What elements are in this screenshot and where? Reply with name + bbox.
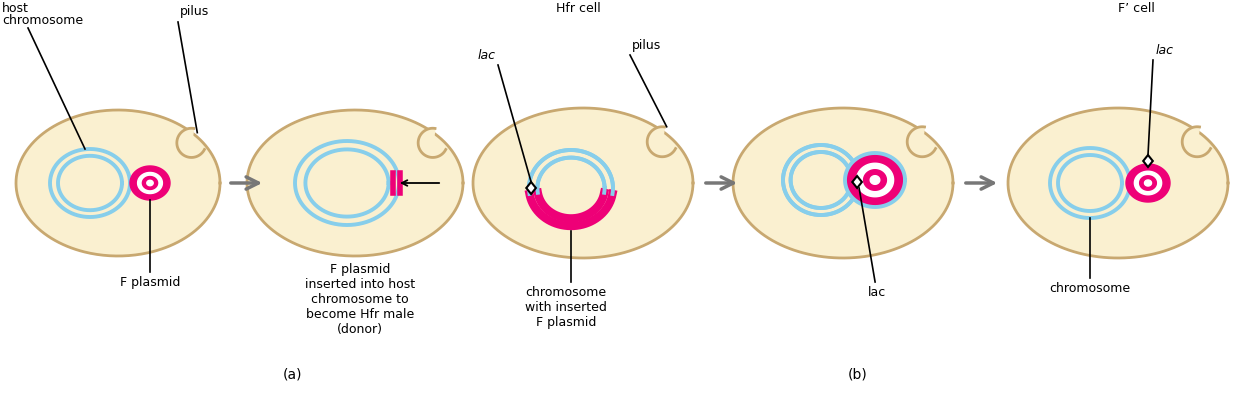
Polygon shape: [1144, 155, 1152, 167]
Text: (b): (b): [848, 368, 868, 382]
Text: lac: lac: [867, 286, 886, 299]
Polygon shape: [908, 127, 935, 157]
Text: F plasmid
inserted into host
chromosome to
become Hfr male
(donor): F plasmid inserted into host chromosome …: [305, 263, 415, 336]
Polygon shape: [1008, 108, 1228, 258]
Polygon shape: [146, 180, 154, 186]
Text: F plasmid: F plasmid: [120, 276, 180, 289]
Polygon shape: [870, 176, 880, 184]
Text: Hfr cell: Hfr cell: [555, 2, 600, 15]
Text: lac: lac: [478, 49, 496, 62]
Polygon shape: [732, 108, 952, 258]
Polygon shape: [130, 166, 170, 200]
Polygon shape: [16, 110, 220, 256]
Text: host: host: [2, 2, 29, 15]
Polygon shape: [845, 153, 905, 207]
Text: lac: lac: [1156, 44, 1174, 57]
Text: F’ cell: F’ cell: [1118, 2, 1155, 15]
Polygon shape: [1126, 164, 1170, 202]
Polygon shape: [1140, 176, 1156, 190]
Polygon shape: [864, 170, 886, 190]
Polygon shape: [1134, 171, 1161, 195]
Polygon shape: [419, 128, 446, 158]
Polygon shape: [856, 163, 894, 197]
Polygon shape: [472, 108, 692, 258]
Polygon shape: [176, 128, 205, 158]
Polygon shape: [526, 182, 536, 194]
Text: pilus: pilus: [180, 5, 209, 18]
Text: chromosome
with inserted
F plasmid: chromosome with inserted F plasmid: [525, 286, 608, 329]
Polygon shape: [853, 176, 862, 188]
Text: chromosome: chromosome: [2, 14, 82, 27]
Polygon shape: [1145, 180, 1151, 186]
Text: chromosome: chromosome: [1050, 282, 1130, 295]
Polygon shape: [790, 152, 851, 208]
Polygon shape: [142, 177, 158, 189]
Text: (a): (a): [282, 368, 301, 382]
Polygon shape: [648, 127, 675, 157]
Text: pilus: pilus: [632, 39, 661, 52]
Polygon shape: [248, 110, 462, 256]
Polygon shape: [138, 173, 162, 194]
Polygon shape: [1182, 127, 1210, 157]
